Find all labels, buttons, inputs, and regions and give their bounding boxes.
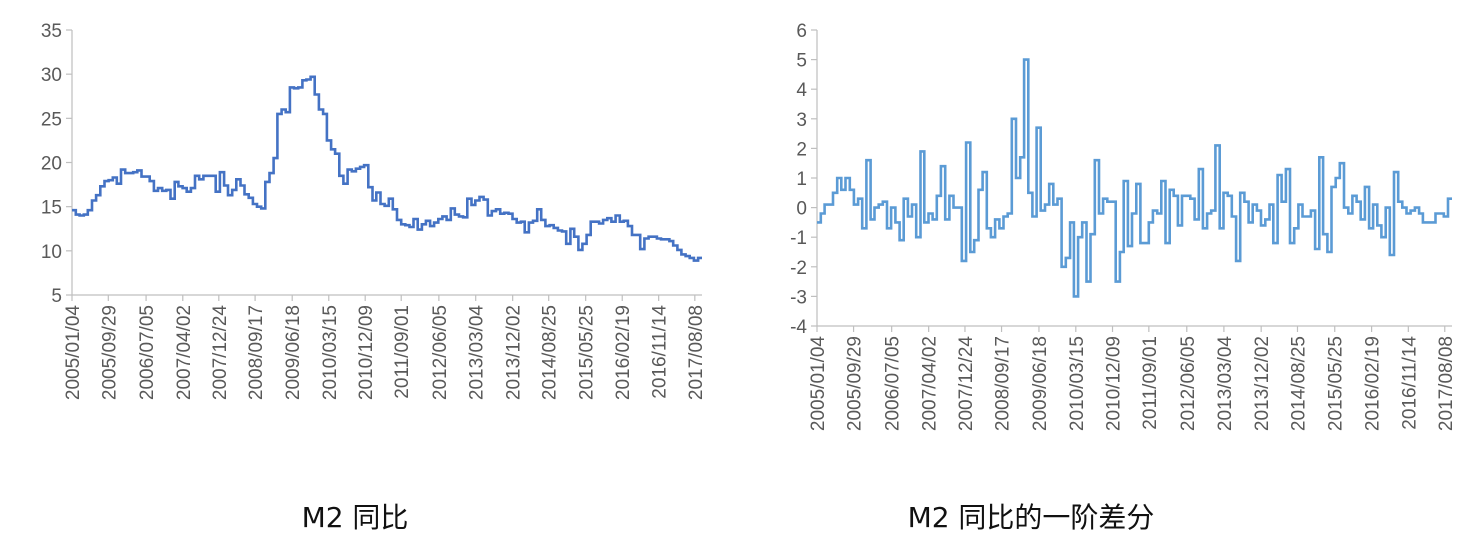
m2-yoy-diff-caption: M2 同比的一阶差分 xyxy=(907,501,1155,534)
m2-yoy-x-tick-label: 2010/03/15 xyxy=(320,305,341,400)
m2-yoy-y-tick-label: 25 xyxy=(41,109,62,130)
m2-yoy-x-tick-label: 2007/04/02 xyxy=(174,305,195,400)
m2-yoy-diff-x-tick-label: 2007/12/24 xyxy=(956,336,977,432)
m2-yoy-diff-x-tick-label: 2009/06/18 xyxy=(1030,336,1051,431)
m2-yoy-diff-y-tick-label: -2 xyxy=(790,258,807,279)
m2-yoy-diff-y-tick-label: 2 xyxy=(796,139,807,160)
m2-yoy-y-tick-label: 5 xyxy=(51,286,62,307)
m2-yoy-diff-x-tick-label: 2010/12/09 xyxy=(1104,336,1125,431)
m2-yoy-chart: 5 10 15 20 25 30 35 2005/01/04 2005/09/29 2006/07… xyxy=(0,0,730,540)
m2-yoy-diff-x-tick-label: 2013/03/04 xyxy=(1215,336,1236,432)
m2-yoy-x-tick-label: 2011/09/01 xyxy=(392,305,413,399)
m2-yoy-x-tick-label: 2006/07/05 xyxy=(137,305,158,400)
m2-yoy-diff-x-tick-label: 2016/02/19 xyxy=(1363,336,1384,431)
m2-yoy-diff-y-tick-label: 5 xyxy=(796,51,807,72)
m2-yoy-x-tick-label: 2016/02/19 xyxy=(613,305,634,400)
m2-yoy-plot: 5 10 15 20 25 30 35 2005/01/04 2005/09/29 2006/07… xyxy=(41,21,707,401)
m2-yoy-series-line-0 xyxy=(72,75,702,262)
m2-yoy-caption: M2 同比 xyxy=(301,501,409,534)
m2-yoy-diff-y-tick-label: 4 xyxy=(796,80,807,101)
m2-yoy-diff-x-tick-label: 2016/11/14 xyxy=(1399,336,1420,430)
m2-yoy-y-tick-label: 10 xyxy=(41,242,62,263)
m2-yoy-x-tick-label: 2005/09/29 xyxy=(99,305,120,400)
m2-yoy-x-tick-label: 2016/11/14 xyxy=(650,305,671,399)
m2-yoy-diff-x-tick-label: 2013/12/02 xyxy=(1252,336,1273,431)
m2-yoy-diff-series-line-0 xyxy=(817,58,1452,298)
m2-yoy-diff-x-tick-label: 2015/05/25 xyxy=(1326,336,1347,431)
m2-yoy-diff-x-tick-label: 2011/09/01 xyxy=(1140,336,1161,430)
m2-yoy-y-tick-label: 15 xyxy=(41,198,62,219)
m2-yoy-diff-x-tick-label: 2014/08/25 xyxy=(1288,336,1309,431)
m2-yoy-diff-x-tick-label: 2008/09/17 xyxy=(993,336,1014,431)
m2-yoy-y-tick-label: 35 xyxy=(41,21,62,42)
m2-yoy-diff-y-tick-label: -3 xyxy=(790,287,807,308)
m2-yoy-x-tick-label: 2009/06/18 xyxy=(283,305,304,400)
m2-yoy-diff-y-tick-label: -4 xyxy=(790,317,807,338)
m2-yoy-y-tick-label: 20 xyxy=(41,154,62,175)
m2-yoy-diff-y-tick-label: 3 xyxy=(796,110,807,131)
m2-yoy-x-tick-label: 2017/08/08 xyxy=(686,305,707,400)
m2-yoy-x-tick-label: 2005/01/04 xyxy=(63,305,84,401)
m2-yoy-diff-x-tick-label: 2017/08/08 xyxy=(1436,336,1457,431)
m2-yoy-x-tick-label: 2008/09/17 xyxy=(246,305,267,400)
m2-yoy-diff-y-tick-label: 6 xyxy=(796,21,807,42)
m2-yoy-x-tick-label: 2015/05/25 xyxy=(577,305,598,400)
m2-yoy-diff-y-tick-label: 1 xyxy=(796,169,807,190)
m2-yoy-x-tick-label: 2012/06/05 xyxy=(430,305,451,400)
m2-yoy-x-tick-label: 2013/12/02 xyxy=(504,305,525,400)
m2-yoy-diff-x-tick-label: 2010/03/15 xyxy=(1067,336,1088,431)
m2-yoy-diff-x-tick-label: 2012/06/05 xyxy=(1178,336,1199,431)
m2-yoy-diff-x-tick-label: 2005/09/29 xyxy=(845,336,866,431)
m2-yoy-y-tick-label: 30 xyxy=(41,65,62,86)
m2-yoy-diff-x-tick-label: 2006/07/05 xyxy=(883,336,904,431)
m2-yoy-diff-chart: -4 -3 -2 -1 0 1 2 3 4 5 6 2005/01/04 2005/09/29 2006/… xyxy=(736,0,1473,540)
m2-yoy-diff-plot: -4 -3 -2 -1 0 1 2 3 4 5 6 2005/01/04 2005/09/29 2006/… xyxy=(790,21,1457,432)
m2-yoy-diff-x-tick-label: 2005/01/04 xyxy=(808,336,829,432)
m2-yoy-diff-y-tick-label: -1 xyxy=(790,228,807,249)
m2-yoy-diff-x-tick-label: 2007/04/02 xyxy=(920,336,941,431)
m2-yoy-diff-y-tick-label: 0 xyxy=(796,199,807,220)
m2-yoy-x-tick-label: 2007/12/24 xyxy=(210,305,231,401)
m2-yoy-x-tick-label: 2014/08/25 xyxy=(540,305,561,400)
m2-yoy-x-tick-label: 2013/03/04 xyxy=(467,305,488,401)
m2-yoy-x-tick-label: 2010/12/09 xyxy=(356,305,377,400)
